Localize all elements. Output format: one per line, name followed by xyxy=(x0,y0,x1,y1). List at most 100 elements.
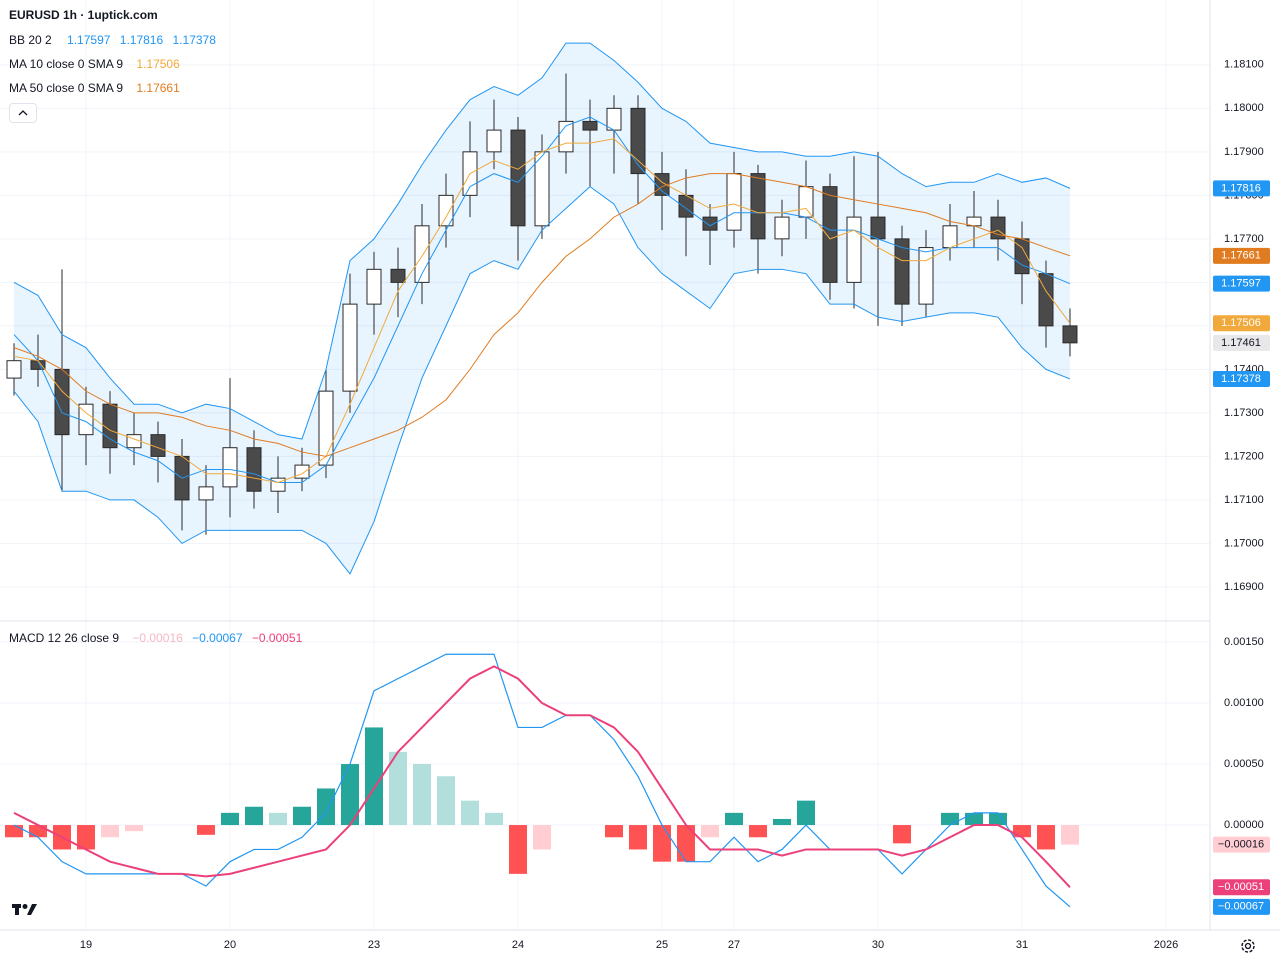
candle-body xyxy=(294,464,310,479)
histogram-bar xyxy=(365,727,383,826)
candle-body xyxy=(486,129,502,153)
macd-badge xyxy=(1213,836,1270,853)
histogram-bar xyxy=(797,800,815,826)
histogram-bar xyxy=(77,825,95,850)
histogram-bar xyxy=(437,776,455,826)
histogram-bar xyxy=(725,812,743,826)
settings-gear[interactable] xyxy=(1241,939,1255,953)
collapse-button[interactable] xyxy=(9,103,37,123)
candle-body xyxy=(270,477,286,492)
histogram-bar xyxy=(461,800,479,826)
band-fill xyxy=(14,43,1070,574)
histogram-bar xyxy=(1061,825,1079,845)
legend-value: 1.17816 xyxy=(119,33,164,47)
price-badge-label: 1.17597 xyxy=(1221,278,1261,290)
candle-body xyxy=(1062,325,1078,344)
macd-badge xyxy=(1213,879,1270,896)
histogram-bar xyxy=(29,825,47,838)
histogram-bar xyxy=(701,825,719,838)
ma50-legend: MA 50 close 0 SMA 9 1.17661 xyxy=(9,81,186,95)
bb-legend: BB 20 2 1.17597 1.17816 1.17378 xyxy=(9,33,222,47)
candle-body xyxy=(342,303,358,392)
histogram-bar xyxy=(197,825,215,835)
candle-body xyxy=(726,173,742,231)
candle-body xyxy=(750,173,766,240)
indicator-line xyxy=(13,653,1071,908)
x-tick-label: 31 xyxy=(1016,939,1028,951)
candle-body xyxy=(942,225,958,249)
y-tick-label: 1.17300 xyxy=(1224,407,1264,419)
macd-badge-label: −0.00067 xyxy=(1218,901,1264,913)
histogram-bar xyxy=(485,812,503,826)
legend-name: MA 10 close 0 SMA 9 xyxy=(9,57,124,71)
histogram-bar xyxy=(125,825,143,832)
candle-body xyxy=(582,120,598,131)
histogram-bar xyxy=(773,818,791,826)
histogram-bar xyxy=(389,751,407,826)
price-badge xyxy=(1213,275,1270,292)
candle-body xyxy=(198,486,214,501)
histogram-bar xyxy=(653,825,671,862)
candle-body xyxy=(822,186,838,283)
legend-name: MACD 12 26 close 9 xyxy=(9,631,120,645)
candle-body xyxy=(606,107,622,131)
candle-body xyxy=(390,268,406,283)
x-tick-label: 19 xyxy=(80,939,92,951)
candle-body xyxy=(630,107,646,175)
candle-body xyxy=(702,216,718,231)
indicator-line xyxy=(13,173,1071,457)
x-tick-label: 2026 xyxy=(1154,939,1178,951)
histogram-bar xyxy=(893,825,911,844)
histogram-bar xyxy=(341,764,359,826)
x-tick-label: 30 xyxy=(872,939,884,951)
y-tick-label: 1.18100 xyxy=(1224,59,1264,71)
histogram-bar xyxy=(101,825,119,838)
price-badge xyxy=(1213,315,1270,332)
indicator-line xyxy=(13,186,1071,575)
legend-value: −0.00016 xyxy=(132,631,183,645)
y-tick-label: 1.17100 xyxy=(1224,494,1264,506)
candle-body xyxy=(510,129,526,227)
histogram-bar xyxy=(941,812,959,826)
x-tick-label: 23 xyxy=(368,939,380,951)
price-badge-label: 1.17378 xyxy=(1221,373,1261,385)
indicator-line xyxy=(13,665,1071,888)
histogram-bar xyxy=(5,825,23,838)
x-tick-label: 24 xyxy=(512,939,524,951)
y-tick-label: 1.17700 xyxy=(1224,233,1264,245)
legend-value: 1.17506 xyxy=(136,57,180,71)
legend-value: 1.17378 xyxy=(172,33,216,47)
candle-body xyxy=(798,186,814,218)
candle-body xyxy=(870,216,886,240)
candle-body xyxy=(678,194,694,218)
candle-body xyxy=(846,216,862,283)
candle-body xyxy=(6,360,22,379)
candle-body xyxy=(918,247,934,305)
candle-body xyxy=(438,194,454,227)
price-badge-label: 1.17661 xyxy=(1221,250,1261,262)
histogram-bar xyxy=(677,825,695,862)
price-badge xyxy=(1213,247,1270,264)
histogram-bar xyxy=(317,788,335,826)
y-tick-label: 0.00150 xyxy=(1224,636,1264,648)
histogram-bar xyxy=(533,825,551,850)
candle-body xyxy=(318,390,334,466)
tv-logo[interactable] xyxy=(12,904,37,915)
macd-badge-label: −0.00016 xyxy=(1218,838,1264,850)
histogram-bar xyxy=(245,806,263,826)
y-tick-label: 0.00000 xyxy=(1224,819,1264,831)
candle-body xyxy=(30,360,46,370)
macd-badge-label: −0.00051 xyxy=(1218,881,1264,893)
price-badge xyxy=(1213,334,1270,351)
price-badge-label: 1.17506 xyxy=(1221,317,1261,329)
candle-body xyxy=(774,216,790,240)
y-tick-label: 1.17000 xyxy=(1224,537,1264,549)
candle-body xyxy=(366,268,382,305)
histogram-bar xyxy=(1037,825,1055,850)
legend-name: MA 50 close 0 SMA 9 xyxy=(9,81,124,95)
legend-value: 1.17597 xyxy=(67,33,111,47)
y-tick-label: 0.00100 xyxy=(1224,697,1264,709)
histogram-bar xyxy=(269,812,287,826)
y-tick-label: 1.17900 xyxy=(1224,146,1264,158)
